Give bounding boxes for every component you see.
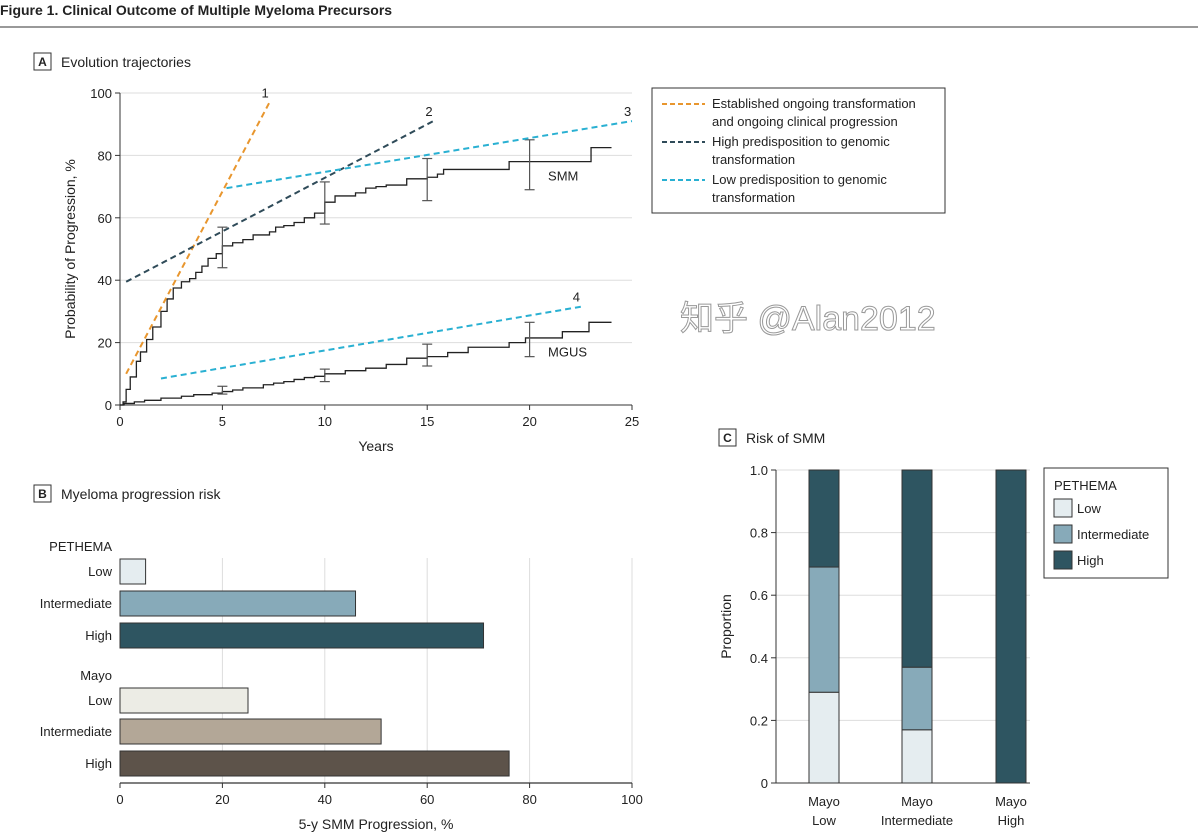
category-label: Intermediate xyxy=(40,596,112,611)
y-tick-label: 0 xyxy=(761,776,768,791)
category-label: Low xyxy=(88,564,112,579)
y-axis-label: Probability of Progression, % xyxy=(62,159,78,339)
x-category-label: Mayo xyxy=(808,794,840,809)
legend-label: transformation xyxy=(712,152,795,167)
panel-a: A Evolution trajectories 0 20 40 60 80 100 0 5 10 1… xyxy=(33,52,946,454)
x-tick-label: 60 xyxy=(420,792,434,807)
x-category-label: Intermediate xyxy=(881,813,953,828)
watermark: 知乎 @Alan2012 xyxy=(680,300,936,338)
trajectory-1 xyxy=(125,101,271,375)
legend-label: Low xyxy=(1077,501,1101,516)
x-tick-label: 25 xyxy=(625,414,639,429)
x-axis-label: Years xyxy=(358,438,393,454)
y-tick-label: 0.2 xyxy=(750,713,768,728)
legend-swatch xyxy=(1053,498,1073,518)
x-category-label: Low xyxy=(812,813,836,828)
trajectory-number: 3 xyxy=(624,104,631,119)
legend-label: High predisposition to genomic xyxy=(712,134,890,149)
legend-swatch xyxy=(1053,524,1073,544)
stacked-bar-intermediate xyxy=(901,666,933,731)
panel-title: Evolution trajectories xyxy=(61,54,191,70)
group-label-mayo: Mayo xyxy=(80,668,112,683)
km-curve-smm xyxy=(120,146,612,406)
panel-title: Myeloma progression risk xyxy=(61,486,221,502)
x-tick-label: 20 xyxy=(522,414,536,429)
figure-title: Figure 1. Clinical Outcome of Multiple M… xyxy=(0,2,392,18)
panel-letter: B xyxy=(38,487,47,501)
bar-mayo-high xyxy=(119,750,510,777)
bar-pethema-low xyxy=(119,558,147,585)
x-tick-label: 15 xyxy=(420,414,434,429)
bar-mayo-intermediate xyxy=(119,718,382,745)
legend-label: Low predisposition to genomic xyxy=(712,172,887,187)
trajectory-number: 4 xyxy=(573,290,580,305)
stacked-bar-high xyxy=(808,469,840,568)
trajectory-number: 2 xyxy=(425,104,432,119)
bar-pethema-intermediate xyxy=(119,590,357,617)
panel-letter-box xyxy=(718,428,737,447)
y-tick-label: 100 xyxy=(90,86,112,101)
x-category-label: Mayo xyxy=(901,794,933,809)
category-label: Intermediate xyxy=(40,724,112,739)
category-label: Low xyxy=(88,693,112,708)
panel-b: B Myeloma progression risk 0 20 40 60 80 100 5-y… xyxy=(33,484,643,832)
panel-letter: A xyxy=(38,55,47,69)
category-label: High xyxy=(85,628,112,643)
y-tick-label: 0 xyxy=(105,398,112,413)
y-tick-label: 20 xyxy=(98,336,112,351)
panel-letter-box xyxy=(33,484,52,503)
x-tick-label: 5 xyxy=(219,414,226,429)
stacked-bar-intermediate xyxy=(808,566,840,693)
legend-label: High xyxy=(1077,553,1104,568)
x-category-label: High xyxy=(998,813,1025,828)
stacked-bar-low xyxy=(808,691,840,784)
x-tick-label: 80 xyxy=(522,792,536,807)
legend-box xyxy=(651,87,946,214)
y-tick-label: 0.6 xyxy=(750,588,768,603)
y-tick-label: 80 xyxy=(98,148,112,163)
panel-c: C Risk of SMM 0 0.2 0.4 0.6 0.8 1.0 Proportion Ma… xyxy=(718,428,1169,828)
stacked-bar-low xyxy=(901,729,933,784)
x-tick-label: 40 xyxy=(318,792,332,807)
x-tick-label: 100 xyxy=(621,792,643,807)
km-curve-mgus xyxy=(120,321,612,406)
y-axis-label: Proportion xyxy=(718,594,734,659)
x-category-label: Mayo xyxy=(995,794,1027,809)
trajectory-number: 1 xyxy=(262,85,269,100)
trajectory-3 xyxy=(226,120,633,190)
bar-mayo-low xyxy=(119,687,249,714)
legend-label: and ongoing clinical progression xyxy=(712,114,898,129)
panel-title: Risk of SMM xyxy=(746,430,825,446)
category-label: High xyxy=(85,756,112,771)
y-tick-label: 0.4 xyxy=(750,651,768,666)
series-label-mgus: MGUS xyxy=(548,345,587,360)
trajectory-2 xyxy=(125,120,434,283)
legend-label: transformation xyxy=(712,190,795,205)
x-tick-label: 10 xyxy=(318,414,332,429)
y-tick-label: 60 xyxy=(98,211,112,226)
stacked-bar-high xyxy=(995,469,1027,784)
trajectory-4 xyxy=(160,305,581,380)
series-label-smm: SMM xyxy=(548,168,578,183)
x-axis-label: 5-y SMM Progression, % xyxy=(299,816,454,832)
y-tick-label: 0.8 xyxy=(750,526,768,541)
x-tick-label: 0 xyxy=(116,414,123,429)
panel-letter: C xyxy=(723,431,732,445)
legend-label: Intermediate xyxy=(1077,527,1149,542)
panel-letter-box xyxy=(33,52,52,71)
x-tick-label: 20 xyxy=(215,792,229,807)
y-tick-label: 1.0 xyxy=(750,463,768,478)
y-tick-label: 40 xyxy=(98,273,112,288)
stacked-bar-high xyxy=(901,469,933,668)
legend-swatch xyxy=(1053,550,1073,570)
legend-title: PETHEMA xyxy=(1054,478,1117,493)
group-label-pethema: PETHEMA xyxy=(49,539,112,554)
legend-label: Established ongoing transformation xyxy=(712,96,916,111)
x-tick-label: 0 xyxy=(116,792,123,807)
bar-pethema-high xyxy=(119,622,485,649)
